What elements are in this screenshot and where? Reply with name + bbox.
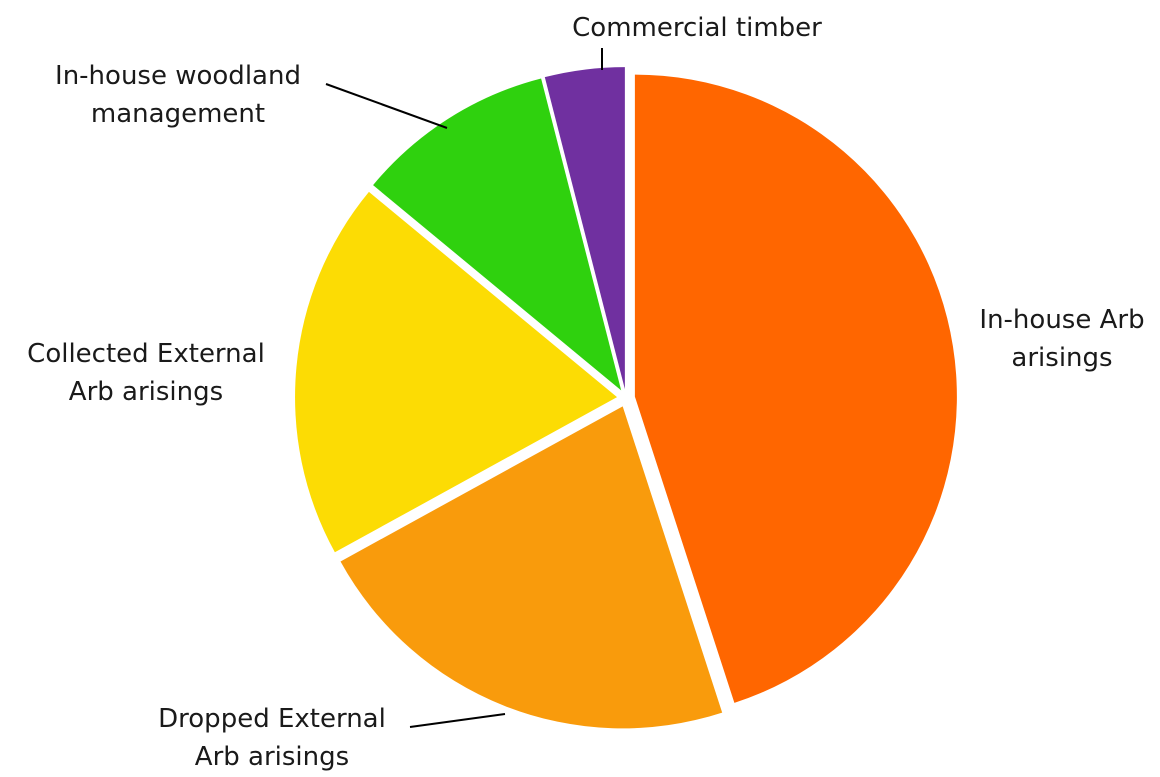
label-line: Commercial timber: [572, 13, 822, 43]
label-collected-external-arb-arisings: Collected External Arb arisings: [27, 339, 265, 407]
label-line: management: [91, 99, 265, 129]
slice-commercial-timber: [544, 67, 625, 390]
pie-slices: [295, 67, 957, 729]
label-line: Dropped External: [158, 704, 386, 734]
label-line: Arb arisings: [195, 742, 349, 772]
leader-line-dropped-external-arb-arisings: [409, 713, 506, 728]
slice-in-house-woodland-management: [373, 78, 622, 391]
slice-labels: In-house Arb arisings Dropped External Arb …: [27, 13, 1144, 772]
slice-in-house-arb-arisings: [634, 74, 957, 703]
slice-dropped-external-arb-arisings: [340, 406, 723, 729]
label-line: In-house Arb: [979, 305, 1144, 335]
label-in-house-arb-arisings: In-house Arb arisings: [979, 305, 1144, 373]
label-line: arisings: [1011, 343, 1112, 373]
label-dropped-external-arb-arisings: Dropped External Arb arisings: [158, 704, 386, 772]
label-in-house-woodland-management: In-house woodland management: [55, 61, 301, 129]
slice-collected-external-arb-arisings: [295, 191, 618, 553]
label-commercial-timber: Commercial timber: [572, 13, 822, 43]
leader-lines: [325, 48, 603, 728]
leader-line-in-house-woodland-management: [325, 83, 448, 129]
label-line: Arb arisings: [69, 377, 223, 407]
label-line: Collected External: [27, 339, 265, 369]
label-line: In-house woodland: [55, 61, 301, 91]
